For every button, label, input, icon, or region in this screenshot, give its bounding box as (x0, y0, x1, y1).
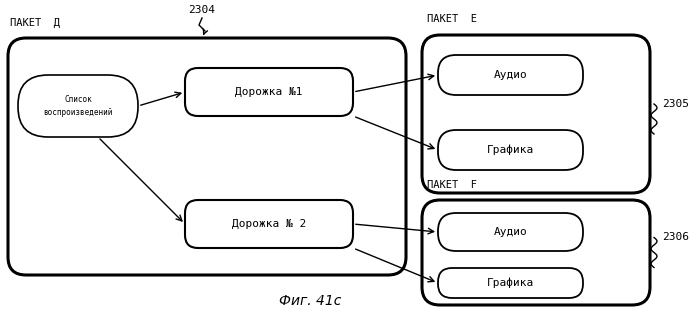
Text: Фиг. 41с: Фиг. 41с (279, 294, 341, 308)
FancyBboxPatch shape (438, 55, 583, 95)
FancyBboxPatch shape (422, 200, 650, 305)
FancyBboxPatch shape (185, 68, 353, 116)
Text: ПАКЕТ  Е: ПАКЕТ Е (427, 14, 477, 24)
FancyBboxPatch shape (185, 200, 353, 248)
Text: ПАКЕТ  Д: ПАКЕТ Д (10, 18, 60, 28)
Text: Графика: Графика (487, 145, 534, 155)
Text: Аудио: Аудио (493, 227, 528, 237)
Text: 2304: 2304 (188, 5, 216, 15)
FancyBboxPatch shape (422, 35, 650, 193)
FancyBboxPatch shape (438, 268, 583, 298)
FancyBboxPatch shape (8, 38, 406, 275)
Text: Список
воспроизведений: Список воспроизведений (43, 95, 112, 117)
Text: Графика: Графика (487, 278, 534, 288)
Text: Дорожка №1: Дорожка №1 (235, 87, 303, 97)
FancyBboxPatch shape (438, 130, 583, 170)
Text: ПАКЕТ  F: ПАКЕТ F (427, 180, 477, 190)
Text: 2305: 2305 (662, 99, 689, 109)
Text: Аудио: Аудио (493, 70, 528, 80)
Text: Дорожка № 2: Дорожка № 2 (232, 219, 306, 229)
Text: 2306: 2306 (662, 233, 689, 242)
FancyBboxPatch shape (438, 213, 583, 251)
FancyBboxPatch shape (18, 75, 138, 137)
